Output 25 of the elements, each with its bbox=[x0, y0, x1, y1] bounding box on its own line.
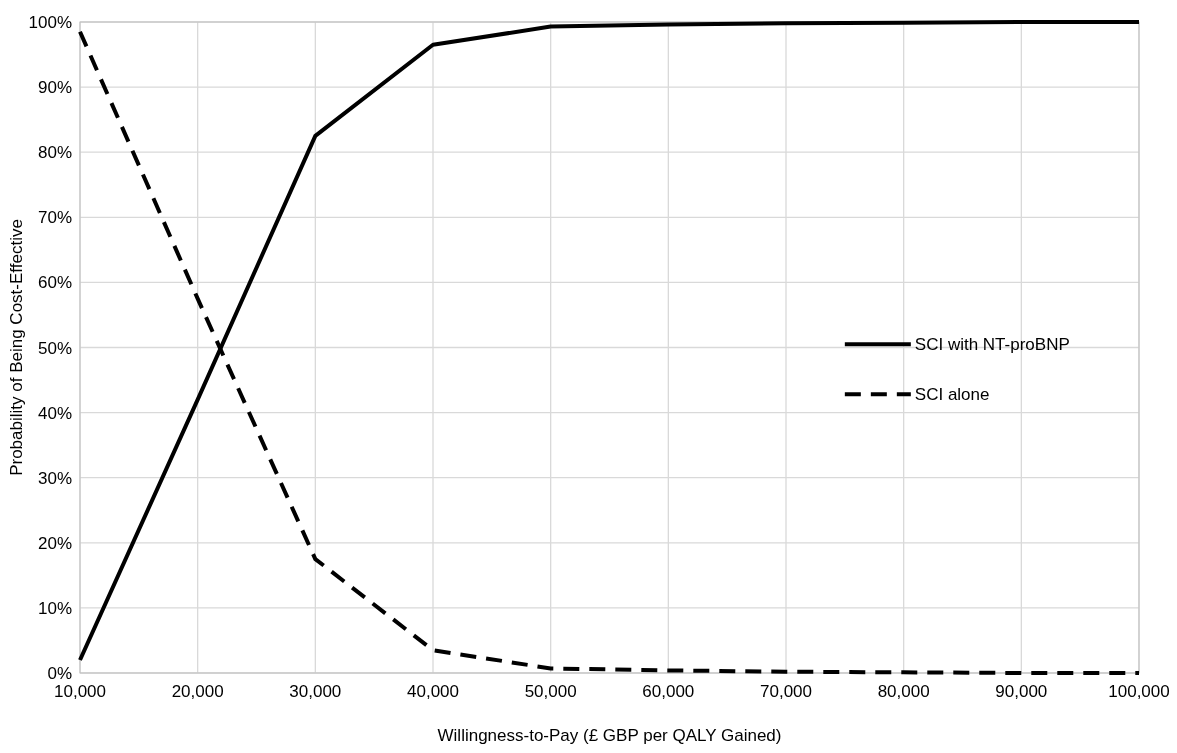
y-tick-label: 80% bbox=[37, 143, 72, 163]
y-tick-label: 30% bbox=[37, 468, 72, 488]
y-tick-label: 70% bbox=[37, 208, 72, 228]
legend-label: SCI with NT-proBNP bbox=[914, 335, 1070, 355]
x-tick-label: 60,000 bbox=[642, 682, 695, 701]
x-tick-label: 50,000 bbox=[524, 682, 577, 701]
y-tick-label: 90% bbox=[37, 78, 72, 98]
x-tick-label: 20,000 bbox=[171, 682, 224, 701]
x-tick-label: 80,000 bbox=[877, 682, 930, 701]
y-tick-label: 0% bbox=[47, 664, 72, 683]
y-tick-label: 60% bbox=[37, 273, 72, 293]
x-tick-label: 90,000 bbox=[995, 682, 1048, 701]
legend-label: SCI alone bbox=[914, 385, 990, 405]
y-axis-title: Probability of Being Cost-Effective bbox=[7, 219, 26, 476]
y-tick-label: 10% bbox=[37, 598, 72, 618]
x-tick-label: 100,000 bbox=[1108, 682, 1170, 701]
x-tick-label: 10,000 bbox=[54, 682, 106, 701]
x-tick-label: 70,000 bbox=[760, 682, 812, 701]
y-tick-label: 20% bbox=[37, 533, 72, 553]
y-tick-label: 40% bbox=[37, 403, 72, 423]
x-tick-label: 30,000 bbox=[289, 682, 342, 701]
y-tick-label: 100% bbox=[28, 13, 72, 32]
x-axis-title: Willingness-to-Pay (£ GBP per QALY Gained) bbox=[437, 726, 782, 745]
y-tick-label: 50% bbox=[37, 338, 72, 358]
x-tick-label: 40,000 bbox=[407, 682, 459, 701]
